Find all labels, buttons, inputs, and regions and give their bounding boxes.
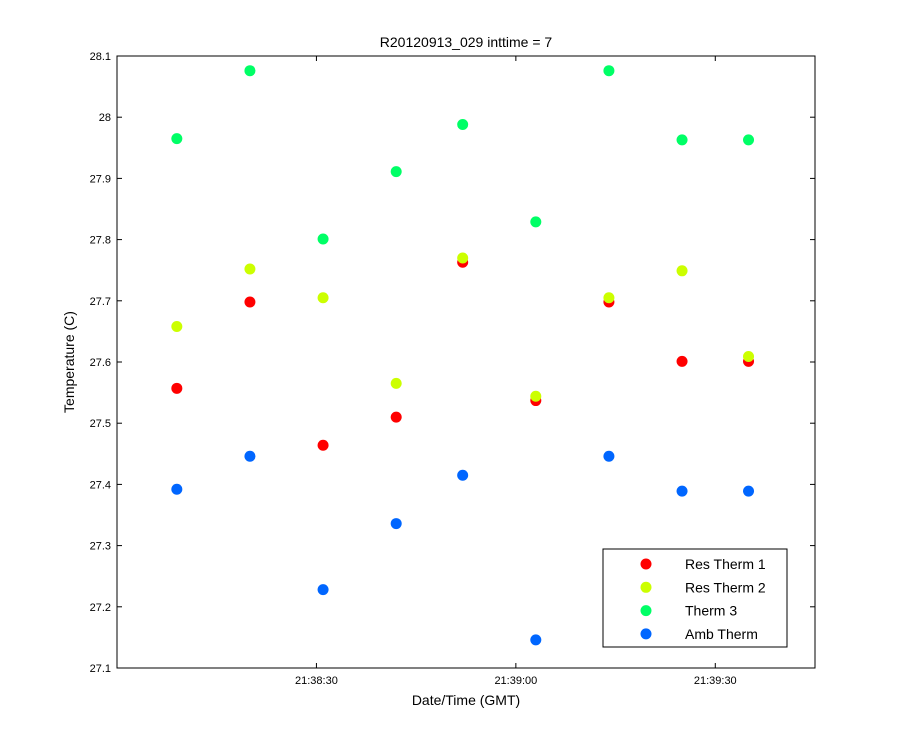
y-tick-label: 27.8 xyxy=(90,235,111,247)
y-tick-label: 27.4 xyxy=(90,479,111,491)
data-point xyxy=(171,321,183,333)
y-tick-label: 27.7 xyxy=(90,296,111,308)
data-point xyxy=(457,469,469,481)
y-tick-label: 28 xyxy=(99,112,111,124)
series-1 xyxy=(171,252,755,402)
data-point xyxy=(676,265,688,277)
data-point xyxy=(244,296,256,308)
data-point xyxy=(317,292,329,304)
data-point xyxy=(171,133,183,145)
data-point xyxy=(244,450,256,462)
data-point xyxy=(317,233,329,245)
data-point xyxy=(390,377,402,389)
series-3 xyxy=(171,450,755,646)
legend-box xyxy=(602,548,788,648)
data-point xyxy=(530,634,542,646)
x-tick-label: 21:39:30 xyxy=(694,675,737,687)
y-axis-label: Temperature (C) xyxy=(61,311,77,413)
y-tick-label: 27.2 xyxy=(90,602,111,614)
y-tick-label: 27.9 xyxy=(90,173,111,185)
legend: Res Therm 1 Res Therm 2 Therm 3 Amb Therm xyxy=(602,548,788,648)
x-axis-label: Date/Time (GMT) xyxy=(412,692,520,708)
legend-items: Res Therm 1 Res Therm 2 Therm 3 Amb Therm xyxy=(640,556,766,642)
data-point xyxy=(390,166,402,178)
legend-marker xyxy=(640,628,652,640)
series-2 xyxy=(171,65,755,245)
data-point xyxy=(603,450,615,462)
data-point xyxy=(530,216,542,228)
data-point xyxy=(743,350,755,362)
data-point xyxy=(603,292,615,304)
data-point xyxy=(244,65,256,77)
data-point xyxy=(390,411,402,423)
legend-marker xyxy=(640,605,652,617)
y-tick-label: 27.5 xyxy=(90,418,111,430)
legend-marker xyxy=(640,558,652,570)
data-point xyxy=(676,355,688,367)
legend-label: Res Therm 2 xyxy=(685,579,766,595)
data-point xyxy=(457,252,469,264)
data-point xyxy=(171,483,183,495)
axis-ticks: 27.1 27.2 27.3 27.4 27.5 27.6 27.7 27.8 27.9 28 28… xyxy=(90,51,815,687)
data-point xyxy=(244,263,256,275)
chart-title: R20120913_029 inttime = 7 xyxy=(380,34,553,50)
y-tick-label: 27.1 xyxy=(90,663,111,675)
data-point xyxy=(603,65,615,77)
x-tick-label: 21:38:30 xyxy=(295,675,338,687)
data-point xyxy=(317,584,329,596)
legend-label: Amb Therm xyxy=(685,626,758,642)
data-point xyxy=(743,134,755,146)
legend-marker xyxy=(640,581,652,593)
legend-label: Therm 3 xyxy=(685,603,737,619)
data-point xyxy=(743,485,755,497)
y-tick-label: 27.3 xyxy=(90,541,111,553)
x-tick-label: 21:39:00 xyxy=(494,675,537,687)
y-tick-label: 27.6 xyxy=(90,357,111,369)
data-point xyxy=(530,390,542,402)
data-points xyxy=(171,65,755,646)
data-point xyxy=(457,119,469,131)
data-point xyxy=(676,134,688,146)
data-point xyxy=(171,382,183,394)
y-tick-label: 28.1 xyxy=(90,51,111,63)
legend-label: Res Therm 1 xyxy=(685,556,766,572)
data-point xyxy=(390,518,402,530)
data-point xyxy=(676,485,688,497)
data-point xyxy=(317,439,329,451)
